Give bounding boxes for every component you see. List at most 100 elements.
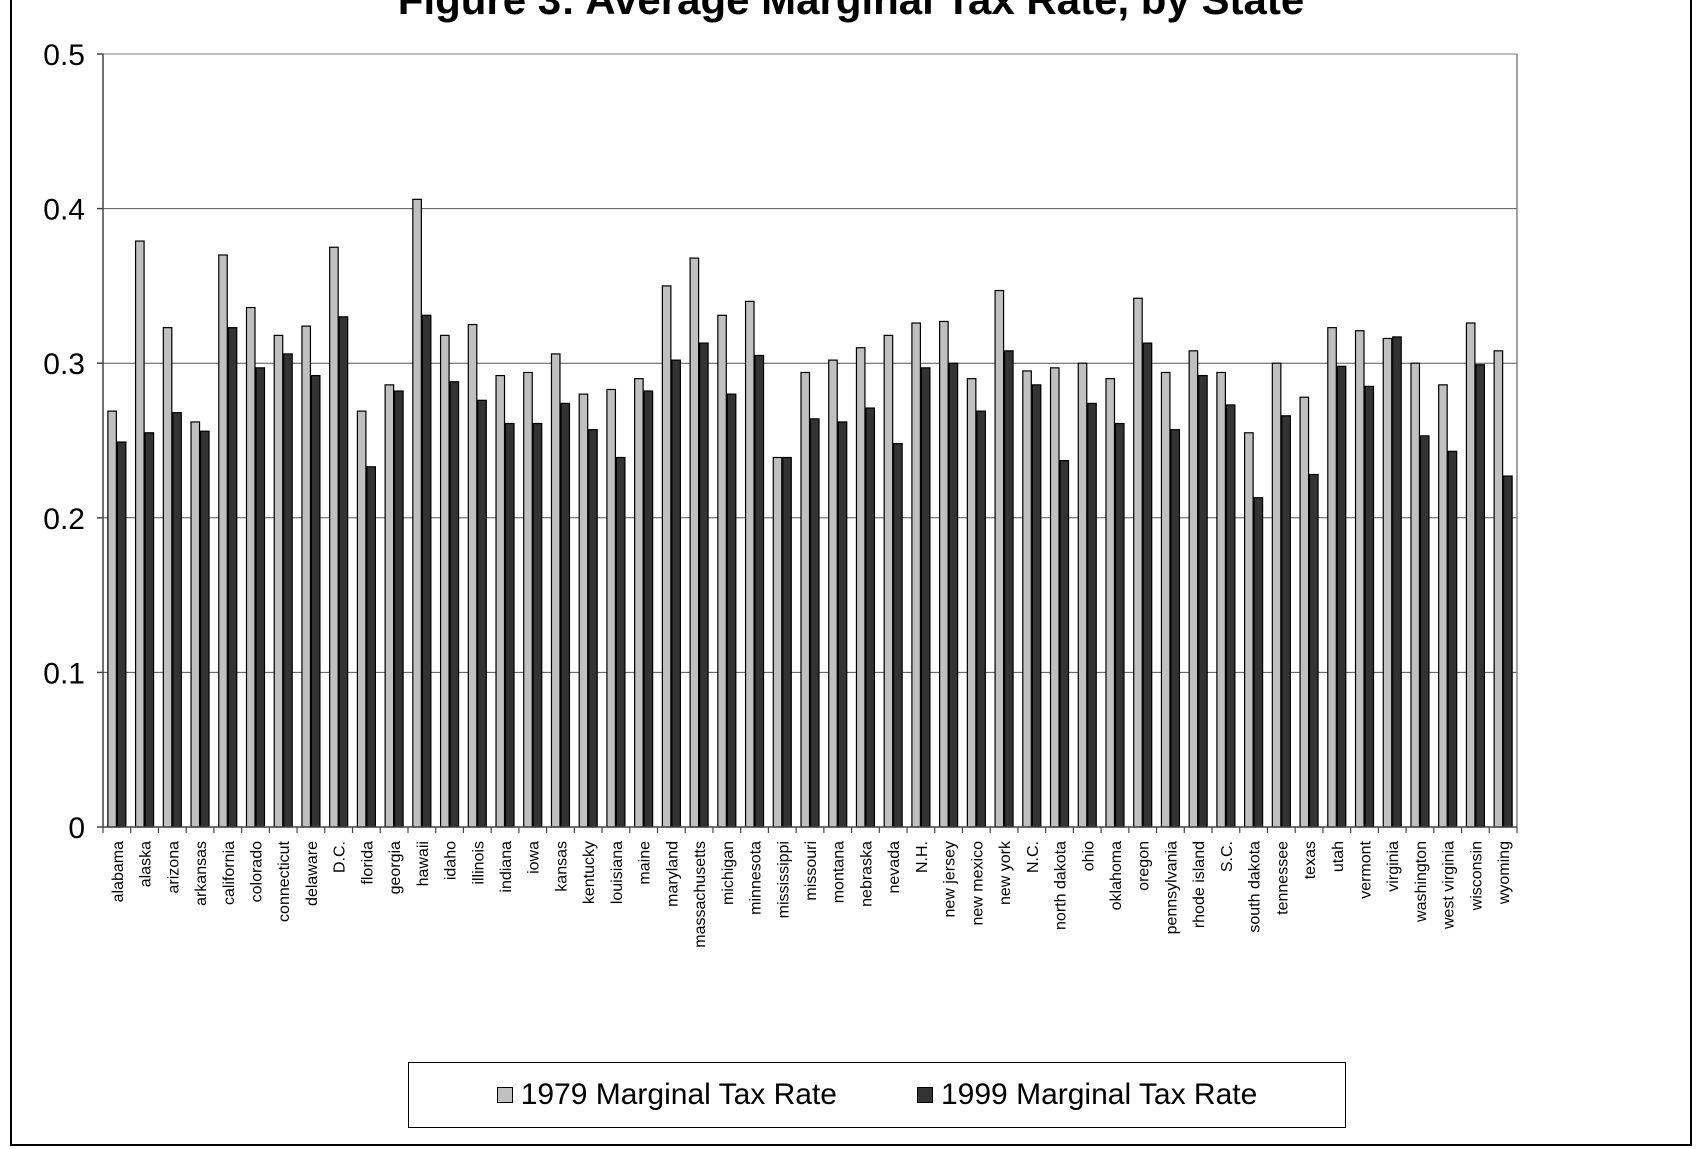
bar-1979 — [717, 314, 727, 828]
x-tick-label: massachusetts — [692, 841, 709, 948]
bar-1979 — [661, 285, 672, 828]
x-tick-label: alaska — [138, 841, 155, 887]
bar-1979 — [384, 384, 395, 828]
bar-1999 — [1392, 336, 1402, 828]
x-tick-label: new york — [997, 840, 1014, 905]
bar-1979 — [689, 257, 700, 828]
x-tick-label: kansas — [553, 841, 570, 892]
x-tick-label: montana — [831, 841, 848, 903]
bar-1999 — [1447, 450, 1458, 828]
bar-1979 — [1382, 337, 1393, 828]
bar-1999 — [172, 412, 182, 828]
x-tick-label: new jersey — [942, 841, 959, 917]
legend-swatch-1999 — [917, 1087, 933, 1103]
bar-1979 — [994, 289, 1005, 828]
x-tick-label: vermont — [1358, 840, 1375, 898]
bar-1979 — [1160, 371, 1171, 828]
bar-1999 — [920, 367, 931, 828]
bar-1979 — [1354, 330, 1365, 828]
x-tick-label: alabama — [110, 841, 127, 902]
x-tick-label: virginia — [1385, 841, 1402, 892]
bar-1999 — [809, 418, 820, 828]
bar-1999 — [227, 327, 238, 828]
y-tick-label: 0.3 — [43, 348, 85, 381]
bar-1979 — [1438, 384, 1448, 828]
bar-1979 — [1327, 327, 1337, 828]
x-tick-label: north dakota — [1053, 841, 1070, 930]
x-tick-label: south dakota — [1247, 841, 1264, 933]
bar-1999 — [504, 422, 515, 828]
chart-title: Figure 3: Average Marginal Tax Rate, by … — [0, 0, 1702, 24]
bar-1979 — [828, 359, 838, 828]
x-tick-label: mississippi — [775, 841, 792, 918]
x-tick-label: maine — [637, 841, 654, 885]
y-tick-label: 0.4 — [43, 194, 85, 227]
x-tick-label: michigan — [720, 841, 737, 905]
bar-1999 — [421, 314, 432, 828]
bar-1979 — [606, 388, 617, 828]
bar-1979 — [356, 410, 367, 828]
bar-1999 — [1503, 475, 1513, 828]
bar-1999 — [477, 399, 487, 828]
x-tick-label: iowa — [526, 841, 543, 874]
bar-1999 — [698, 342, 709, 828]
bar-1979 — [800, 371, 811, 828]
legend-item-1999: 1999 Marginal Tax Rate — [917, 1078, 1257, 1112]
y-tick-label: 0 — [68, 812, 85, 845]
x-tick-label: new mexico — [969, 841, 986, 926]
bar-1979 — [550, 353, 561, 828]
bar-1979 — [1105, 378, 1116, 828]
x-tick-label: washington — [1413, 841, 1430, 923]
x-tick-label: nebraska — [858, 841, 875, 907]
x-tick-label: wisconsin — [1468, 841, 1485, 911]
bar-1999 — [1198, 374, 1208, 828]
x-tick-label: utah — [1330, 841, 1347, 872]
x-tick-label: california — [221, 841, 238, 905]
x-tick-label: hawaii — [415, 841, 432, 886]
bar-1979 — [467, 323, 478, 828]
bar-1979 — [190, 421, 201, 828]
bar-1999 — [643, 390, 654, 828]
bar-1999 — [255, 367, 266, 828]
bar-1979 — [301, 325, 312, 828]
bar-1979 — [1077, 362, 1088, 828]
bar-1999 — [1336, 365, 1347, 828]
bar-1999 — [560, 402, 571, 828]
bar-1979 — [1022, 370, 1032, 828]
bar-1979 — [1216, 371, 1226, 828]
x-tick-label: pennsylvania — [1163, 841, 1180, 935]
x-tick-label: colorado — [248, 841, 265, 902]
x-tick-label: delaware — [304, 841, 321, 906]
bar-1979 — [578, 393, 589, 828]
bar-1999 — [615, 456, 626, 828]
bar-1999 — [1308, 473, 1319, 828]
x-tick-label: louisiana — [609, 841, 626, 904]
bar-1999 — [1419, 435, 1430, 828]
bar-1979 — [134, 240, 145, 828]
bar-1999 — [976, 410, 986, 828]
x-tick-label: tennessee — [1274, 841, 1291, 915]
bar-1979 — [1465, 322, 1476, 828]
bar-1999 — [1281, 415, 1291, 828]
bar-1979 — [1188, 350, 1199, 828]
bar-1999 — [726, 393, 737, 828]
bar-1999 — [1142, 342, 1153, 828]
legend-swatch-1979 — [496, 1087, 513, 1103]
x-tick-label: florida — [359, 841, 376, 885]
x-tick-label: missouri — [803, 841, 820, 901]
bar-1999 — [1114, 422, 1125, 828]
bar-1999 — [893, 442, 903, 828]
x-tick-label: oregon — [1136, 841, 1153, 891]
x-tick-label: georgia — [387, 841, 404, 894]
bar-1999 — [1087, 402, 1097, 828]
x-tick-label: idaho — [443, 841, 460, 880]
bar-1999 — [1003, 350, 1014, 828]
bar-1999 — [199, 430, 210, 828]
x-tick-label: D.C. — [332, 841, 349, 873]
x-tick-label: maryland — [664, 841, 681, 907]
bar-1999 — [588, 429, 598, 828]
legend-label-1979: 1979 Marginal Tax Rate — [520, 1078, 837, 1111]
bar-1999 — [1031, 384, 1042, 828]
bar-1999 — [865, 407, 876, 828]
bar-1999 — [1475, 364, 1486, 828]
